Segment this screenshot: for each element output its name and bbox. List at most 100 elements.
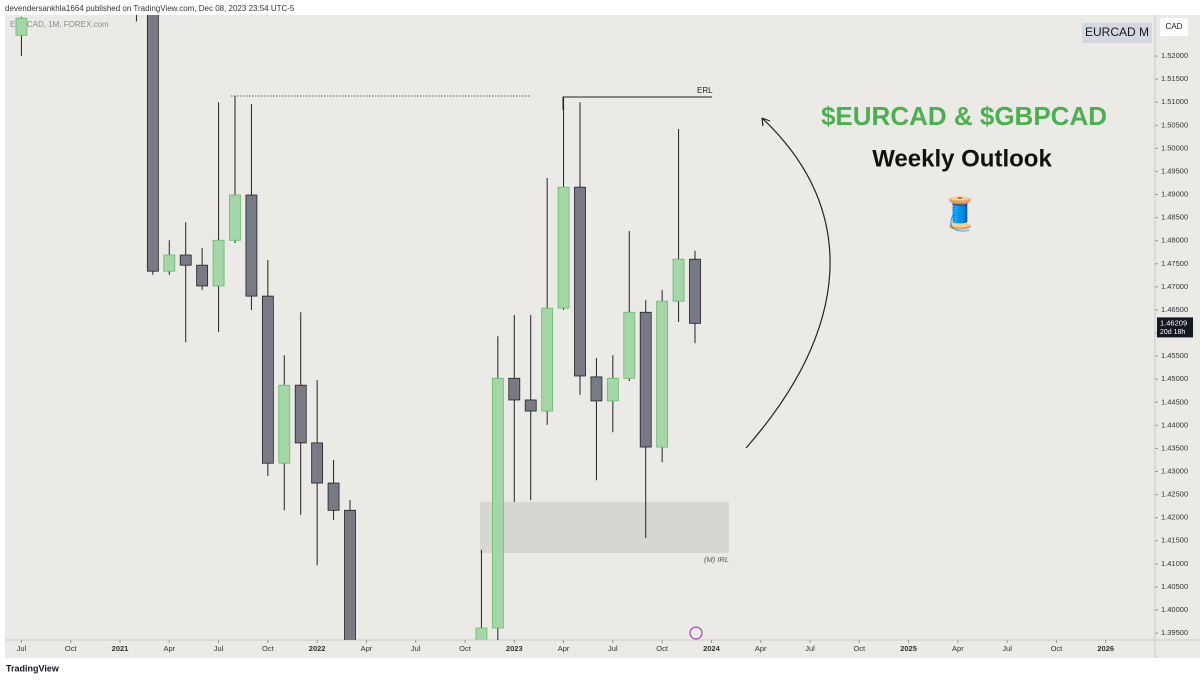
candle-body: [656, 300, 669, 448]
x-tick-label: Apr: [163, 644, 175, 653]
y-tick-label: 1.45000: [1161, 374, 1188, 383]
footer: TradingView: [6, 663, 60, 673]
y-tick-label: 1.40000: [1161, 605, 1188, 614]
candle-body: [163, 254, 176, 272]
y-tick-label: 1.47500: [1161, 259, 1188, 268]
x-tick-label: 2021: [112, 644, 129, 653]
candle-body: [491, 377, 504, 629]
y-tick-label: 1.41500: [1161, 536, 1188, 545]
header: devendersankhla1664 published on Trading…: [5, 4, 295, 13]
erl-label: ERL: [697, 86, 713, 95]
candle-body: [590, 376, 603, 402]
candle-body: [261, 295, 274, 464]
y-tick-label: 1.41000: [1161, 559, 1188, 568]
y-tick-label: 1.48000: [1161, 236, 1188, 245]
y-tick-label: 1.45500: [1161, 351, 1188, 360]
y-tick-label: 1.44000: [1161, 420, 1188, 429]
y-tick-label: 1.42500: [1161, 490, 1188, 499]
candle-body: [606, 377, 619, 402]
y-tick-label: 1.48500: [1161, 213, 1188, 222]
x-tick-label: Oct: [853, 644, 866, 653]
event-icon[interactable]: [689, 626, 703, 640]
candle-body: [508, 377, 521, 401]
y-tick-label: 1.49500: [1161, 166, 1188, 175]
x-tick-label: Jul: [805, 644, 815, 653]
y-tick-label: 1.49000: [1161, 190, 1188, 199]
candle-body: [344, 509, 356, 640]
y-tick-label: 1.52000: [1161, 51, 1188, 60]
candle-body: [574, 186, 586, 377]
title: $EURCAD & $GBPCAD: [821, 101, 1107, 131]
erl-line: [562, 96, 712, 110]
candle-body: [672, 258, 685, 302]
x-tick-label: Apr: [361, 644, 373, 653]
symbol: EURCAD, 1M, FOREX.com: [10, 20, 109, 29]
irl-zone: [480, 502, 729, 553]
last-price: 1.46209: [1160, 318, 1187, 327]
y-tick-label: 1.46500: [1161, 305, 1188, 314]
candle-body: [689, 258, 701, 324]
x-tick-label: Oct: [459, 644, 472, 653]
candle-body: [311, 442, 324, 484]
x-tick-label: Jul: [214, 644, 224, 653]
countdown: 20d 18h: [1160, 329, 1185, 336]
currency-box: [1160, 18, 1188, 36]
badge: EURCAD M: [1085, 25, 1149, 39]
irl-label: (M) IRL: [704, 555, 729, 564]
candle-body: [229, 194, 241, 241]
x-tick-label: Oct: [65, 644, 78, 653]
candle-body: [294, 384, 307, 444]
x-tick-label: 2022: [309, 644, 326, 653]
x-tick-label: Jul: [17, 644, 27, 653]
arrow-head: [761, 117, 771, 127]
candle-body: [245, 194, 258, 297]
candle-body: [212, 239, 225, 287]
y-tick-label: 1.43000: [1161, 467, 1188, 476]
candle-body: [524, 399, 537, 412]
last-price-box: [1157, 317, 1193, 338]
y-tick-label: 1.47000: [1161, 282, 1188, 291]
emoji: 🧵: [940, 195, 980, 232]
x-tick-label: 2026: [1097, 644, 1114, 653]
x-tick-label: Apr: [558, 644, 570, 653]
x-tick-label: 2024: [703, 644, 721, 653]
candles: [15, 15, 701, 640]
candle-body: [327, 482, 340, 511]
x-tick-label: Oct: [262, 644, 275, 653]
arrow: [745, 117, 831, 449]
y-tick-label: 1.50500: [1161, 120, 1188, 129]
candle-body: [557, 186, 570, 309]
candle-body: [623, 311, 636, 379]
candle-body: [179, 254, 192, 266]
y-tick-label: 1.44500: [1161, 397, 1188, 406]
subtitle: Weekly Outlook: [872, 145, 1052, 172]
candle-body: [146, 15, 159, 272]
y-tick-label: 1.40500: [1161, 582, 1188, 591]
x-tick-label: Jul: [1002, 644, 1012, 653]
candle-body: [196, 264, 209, 287]
y-tick-label: 1.39500: [1161, 628, 1188, 637]
x-tick-label: Jul: [608, 644, 618, 653]
y-tick-label: 1.43500: [1161, 443, 1188, 452]
y-tick-label: 1.51000: [1161, 97, 1188, 106]
y-tick-label: 1.51500: [1161, 74, 1188, 83]
y-tick-label: 1.42000: [1161, 513, 1188, 522]
x-tick-label: Oct: [656, 644, 669, 653]
x-tick-label: Apr: [952, 644, 964, 653]
candle-body: [15, 17, 28, 36]
badge-box: [1082, 23, 1152, 43]
x-tick-label: 2025: [900, 644, 917, 653]
x-tick-label: Apr: [755, 644, 767, 653]
time-axis: [5, 640, 1200, 658]
currency: CAD: [1166, 22, 1183, 31]
x-tick-label: Jul: [411, 644, 421, 653]
candle-body: [278, 384, 291, 464]
x-tick-label: 2023: [506, 644, 523, 653]
x-tick-label: Oct: [1051, 644, 1064, 653]
candle-body: [475, 627, 488, 640]
candle-body: [541, 307, 554, 412]
candle-body: [639, 311, 652, 448]
y-tick-label: 1.50000: [1161, 143, 1188, 152]
